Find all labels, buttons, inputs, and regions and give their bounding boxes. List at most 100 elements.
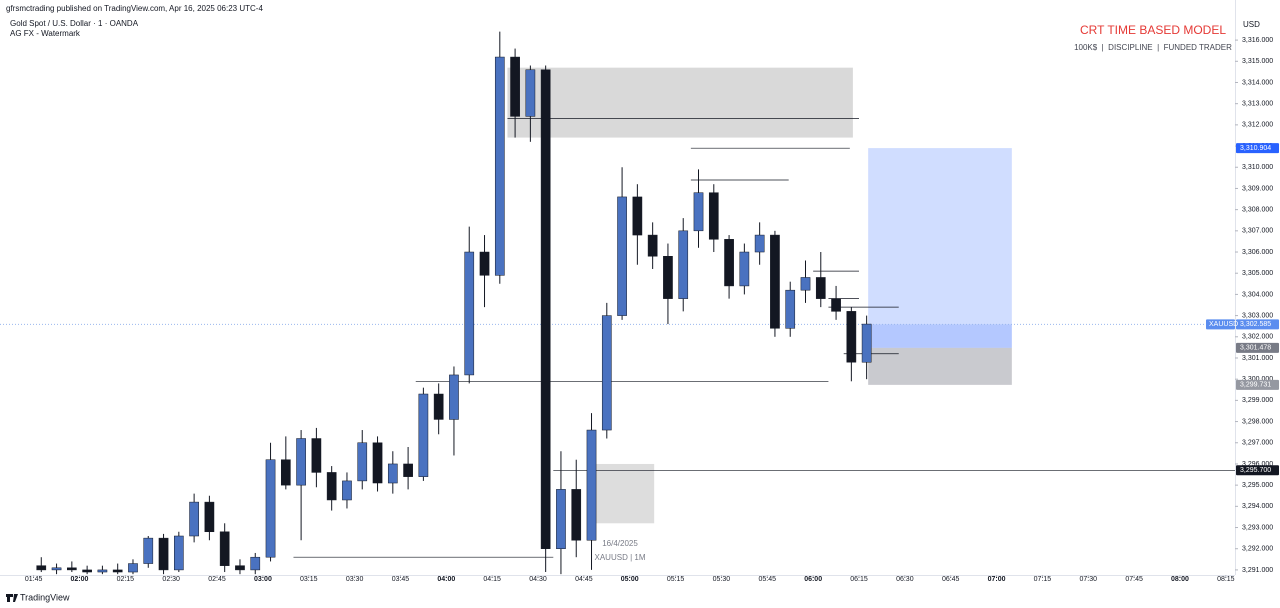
- y-tick-label: 3,304.000: [1242, 291, 1273, 298]
- y-tick-label: 3,307.000: [1242, 228, 1273, 235]
- x-tick-label: 06:15: [850, 576, 868, 583]
- candle-body: [815, 277, 826, 299]
- price-tag: [1236, 319, 1279, 330]
- x-tick-label: 07:15: [1034, 576, 1052, 583]
- candle-body: [861, 323, 872, 363]
- candle-body: [173, 535, 184, 571]
- x-tick-label: 02:45: [208, 576, 226, 583]
- candle-body: [112, 569, 123, 573]
- y-tick-label: 3,315.000: [1242, 58, 1273, 65]
- candle-body: [601, 315, 612, 431]
- x-tick-label: 07:30: [1080, 576, 1098, 583]
- candle-body: [189, 501, 199, 537]
- candle-body: [464, 251, 475, 376]
- y-tick-label: 3,309.000: [1242, 185, 1273, 192]
- candle-body: [525, 69, 536, 117]
- y-tick-label: 3,305.000: [1242, 270, 1273, 277]
- candle-body: [128, 563, 138, 573]
- price-tag-label: 3,299.731: [1240, 382, 1271, 389]
- y-tick-label: 3,303.000: [1242, 312, 1273, 319]
- x-tick-label: 04:00: [437, 576, 455, 583]
- open-profit-zone: [868, 324, 1012, 348]
- candle-body: [235, 565, 245, 571]
- currency: USD: [1243, 20, 1260, 29]
- x-tick-label: 04:15: [483, 576, 501, 583]
- candle-body: [51, 567, 62, 571]
- candle-body: [632, 196, 643, 236]
- price-tag-label: 3,302.585: [1240, 321, 1271, 328]
- symbol-tag: [1206, 319, 1235, 330]
- candle-body: [418, 393, 429, 477]
- x-tick-label: 05:45: [759, 576, 777, 583]
- x-tick-label: 08:00: [1171, 576, 1189, 583]
- candle-body: [494, 56, 505, 276]
- x-tick-label: 02:00: [71, 576, 89, 583]
- y-tick-label: 3,301.000: [1242, 355, 1273, 362]
- candle-body: [357, 442, 368, 482]
- y-tick-label: 3,299.000: [1242, 397, 1273, 404]
- x-tick-label: 05:30: [713, 576, 731, 583]
- candle-body: [82, 569, 92, 573]
- y-tick-label: 3,292.000: [1242, 546, 1273, 553]
- y-tick-label: 3,312.000: [1242, 122, 1273, 129]
- y-tick-label: 3,293.000: [1242, 524, 1273, 531]
- candle-body: [831, 298, 841, 312]
- y-tick-label: 3,297.000: [1242, 440, 1273, 447]
- candle-body: [67, 567, 77, 571]
- price-tag: [1236, 465, 1279, 476]
- candle-body: [280, 459, 291, 486]
- x-tick-label: 05:15: [667, 576, 685, 583]
- candle-body: [36, 565, 47, 571]
- y-tick-label: 3,296.000: [1242, 461, 1273, 468]
- x-tick-label: 03:00: [254, 576, 272, 583]
- candle-body: [449, 374, 459, 420]
- candle-body: [143, 537, 154, 564]
- candle-body: [342, 480, 352, 501]
- y-tick-label: 3,300.000: [1242, 376, 1273, 383]
- x-tick-label: 02:30: [162, 576, 180, 583]
- x-tick-label: 07:00: [988, 576, 1006, 583]
- y-tick-label: 3,310.000: [1242, 164, 1273, 171]
- candle-body: [800, 277, 811, 291]
- symbol-tag-label: XAUUSD: [1209, 321, 1238, 328]
- plot: [0, 31, 1235, 575]
- x-tick-label: 06:00: [804, 576, 822, 583]
- candle-body: [204, 501, 215, 533]
- y-tick-label: 3,313.000: [1242, 101, 1273, 108]
- x-tick-label: 04:30: [529, 576, 547, 583]
- y-tick-label: 3,302.000: [1242, 334, 1273, 341]
- price-tag-label: 3,310.904: [1240, 145, 1271, 152]
- candle-body: [97, 569, 108, 573]
- candle-body: [387, 463, 398, 484]
- candle-body: [219, 531, 230, 566]
- candle-body: [326, 472, 337, 501]
- target-zone: [868, 148, 1012, 325]
- y-tick-label: 3,291.000: [1242, 567, 1273, 574]
- candle-body: [296, 438, 306, 486]
- x-tick-label: 05:00: [621, 576, 639, 583]
- candle-body: [250, 556, 261, 571]
- x-tick-label: 08:15: [1217, 576, 1235, 583]
- overlay-title: CRT TIME BASED MODEL: [1080, 23, 1226, 37]
- candle-body: [647, 234, 658, 257]
- y-tick-label: 3,298.000: [1242, 418, 1273, 425]
- candle-body: [433, 393, 444, 420]
- candle-body: [311, 438, 322, 473]
- candle-body: [540, 69, 551, 549]
- y-tick-label: 3,314.000: [1242, 79, 1273, 86]
- candle-body: [265, 459, 276, 558]
- price-tag: [1236, 342, 1279, 353]
- x-tick-label: 03:30: [346, 576, 364, 583]
- candle-body: [479, 251, 490, 276]
- candle-body: [586, 429, 597, 541]
- watermark-title: AG FX - Watermark: [10, 29, 81, 38]
- y-tick-label: 3,306.000: [1242, 249, 1273, 256]
- candle-body: [785, 289, 796, 329]
- candle-body: [663, 256, 673, 299]
- overlay-subtitle: 100K$ | DISCIPLINE | FUNDED TRADER: [1074, 43, 1232, 52]
- x-tick-label: 06:45: [942, 576, 960, 583]
- price-tag-label: 3,301.478: [1240, 345, 1271, 352]
- symbol-title: Gold Spot / U.S. Dollar · 1 · OANDA: [10, 19, 139, 28]
- brand: TradingView: [20, 592, 70, 602]
